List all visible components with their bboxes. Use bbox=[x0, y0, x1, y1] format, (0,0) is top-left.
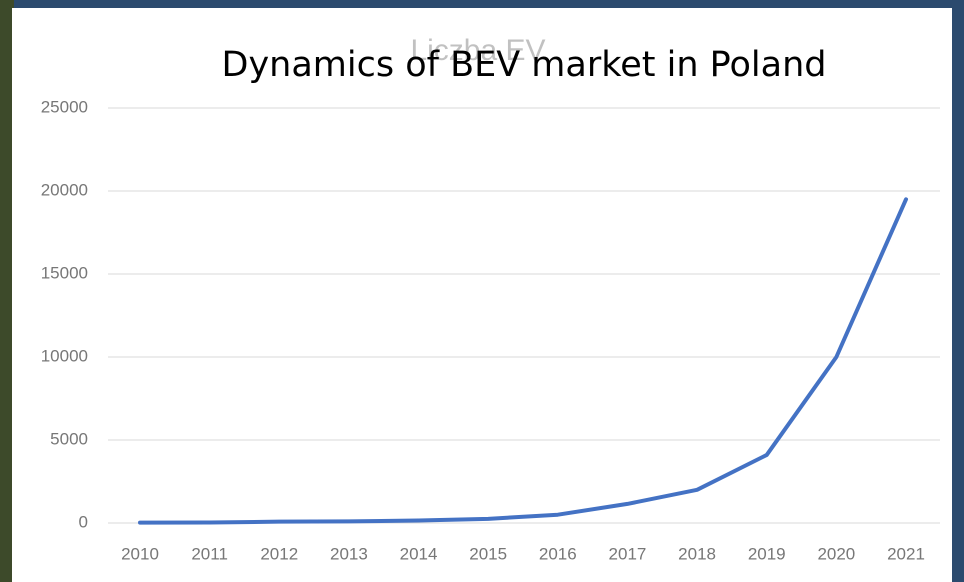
x-tick-label: 2014 bbox=[400, 544, 438, 563]
x-tick-label: 2017 bbox=[609, 544, 647, 563]
y-tick-label: 10000 bbox=[41, 346, 88, 365]
y-tick-label: 5000 bbox=[50, 429, 88, 448]
y-tick-label: 15000 bbox=[41, 263, 88, 282]
y-tick-label: 25000 bbox=[41, 97, 88, 116]
x-tick-label: 2010 bbox=[121, 544, 159, 563]
chart-subtitle: Liczba EV bbox=[410, 34, 545, 67]
x-tick-label: 2015 bbox=[469, 544, 507, 563]
y-tick-label: 20000 bbox=[41, 180, 88, 199]
photo-strip bbox=[0, 0, 14, 582]
x-tick-label: 2021 bbox=[887, 544, 925, 563]
y-tick-label: 0 bbox=[79, 512, 88, 531]
x-tick-label: 2011 bbox=[191, 544, 228, 563]
line bbox=[138, 197, 908, 525]
chart-title: Dynamics of BEV market in Poland bbox=[222, 45, 827, 85]
x-tick-label: 2020 bbox=[817, 544, 855, 563]
x-tick-label: 2019 bbox=[748, 544, 786, 563]
x-tick-label: 2013 bbox=[330, 544, 368, 563]
x-tick-label: 2018 bbox=[678, 544, 716, 563]
chart-panel bbox=[12, 8, 952, 582]
x-tick-label: 2016 bbox=[539, 544, 577, 563]
x-tick-label: 2012 bbox=[260, 544, 298, 563]
